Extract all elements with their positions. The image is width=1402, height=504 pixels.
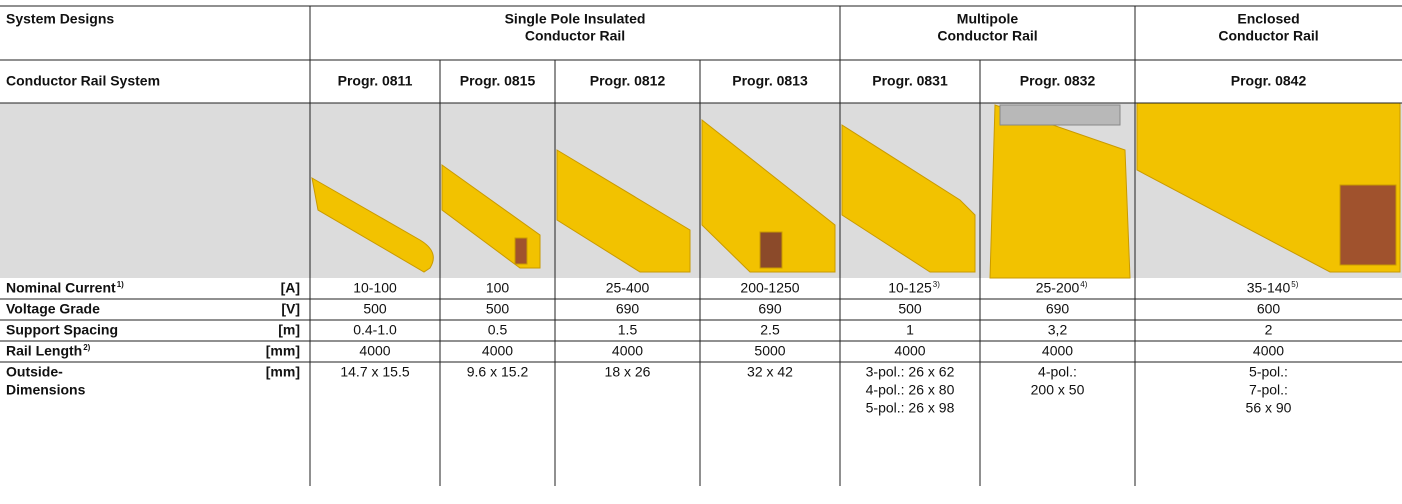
rail-0842-conductors	[1339, 184, 1397, 266]
program: Progr. 0842	[1231, 73, 1307, 89]
program: Progr. 0832	[1020, 73, 1096, 89]
group-title: Conductor Rail	[525, 28, 625, 44]
image-row	[0, 102, 1402, 279]
cell-value: 690	[616, 301, 640, 317]
cell-value: 56 x 90	[1246, 400, 1292, 416]
cell-value: 4000	[482, 343, 513, 359]
cell-value: 2	[1265, 322, 1273, 338]
rail-0813	[701, 118, 836, 273]
unit: [m]	[278, 322, 300, 338]
program: Progr. 0815	[460, 73, 536, 89]
cell-value: 1	[906, 322, 914, 338]
cell-value: 5000	[754, 343, 785, 359]
row-label: Dimensions	[6, 382, 86, 398]
cell-value: 690	[1046, 301, 1070, 317]
cell-value: 4-pol.:	[1038, 364, 1077, 380]
cell-value: 7-pol.:	[1249, 382, 1288, 398]
footnote-mark: 2)	[83, 343, 90, 352]
cell-value: 4-pol.: 26 x 80	[866, 382, 955, 398]
cell-value: 500	[486, 301, 510, 317]
group-title: Enclosed	[1237, 11, 1299, 27]
cell-value: 690	[758, 301, 782, 317]
cell-value: 32 x 42	[747, 364, 793, 380]
cell-value: 100	[486, 280, 510, 296]
header-label: System Designs	[6, 11, 114, 27]
table-text: System Designs Single Pole InsulatedCondu…	[6, 11, 1319, 416]
group-title: Conductor Rail	[937, 28, 1037, 44]
cell-value: 4000	[1253, 343, 1284, 359]
footnote-mark: 4)	[1080, 280, 1087, 289]
cell-value: 4000	[894, 343, 925, 359]
cell-value: 3,2	[1048, 322, 1068, 338]
cell-value: 200 x 50	[1031, 382, 1085, 398]
cell-value: 200-1250	[740, 280, 799, 296]
program: Progr. 0812	[590, 73, 666, 89]
cell-value: 4000	[359, 343, 390, 359]
cell-value: 25-400	[606, 280, 650, 296]
cell-value: 3-pol.: 26 x 62	[866, 364, 955, 380]
rail-0831	[841, 124, 976, 273]
unit: [mm]	[266, 343, 300, 359]
group-title: Conductor Rail	[1218, 28, 1318, 44]
cell-value: 5-pol.: 26 x 98	[866, 400, 955, 416]
program: Progr. 0831	[872, 73, 948, 89]
cell-value: 4000	[1042, 343, 1073, 359]
rail-0813-conductor	[759, 231, 783, 269]
row-label: Voltage Grade	[6, 301, 100, 317]
cell-value: 10-100	[353, 280, 397, 296]
table-lines	[0, 5, 1402, 486]
rail-0832-bracket	[999, 104, 1121, 126]
row-label: Rail Length	[6, 343, 82, 359]
cell-value: 25-200	[1036, 280, 1080, 296]
footnote-mark: 5)	[1291, 280, 1298, 289]
group-title: Multipole	[957, 11, 1019, 27]
cell-value: 10-125	[888, 280, 932, 296]
unit: [V]	[281, 301, 300, 317]
unit: [mm]	[266, 364, 300, 380]
footnote-mark: 1)	[117, 280, 124, 289]
row-label: Nominal Current	[6, 280, 116, 296]
cell-value: 500	[898, 301, 922, 317]
row-label: Conductor Rail System	[6, 73, 160, 89]
program: Progr. 0811	[338, 73, 413, 89]
cell-value: 9.6 x 15.2	[467, 364, 529, 380]
group-title: Single Pole Insulated	[505, 11, 646, 27]
row-label: Support Spacing	[6, 322, 118, 338]
cell-value: 500	[363, 301, 387, 317]
rail-0832	[989, 104, 1131, 279]
cell-value: 18 x 26	[605, 364, 651, 380]
cell-value: 600	[1257, 301, 1281, 317]
cell-value: 5-pol.:	[1249, 364, 1288, 380]
cell-value: 2.5	[760, 322, 780, 338]
cell-value: 1.5	[618, 322, 638, 338]
rail-0811	[311, 177, 434, 273]
cell-value: 14.7 x 15.5	[340, 364, 409, 380]
cell-value: 0.5	[488, 322, 508, 338]
rail-0815-conductor	[514, 237, 528, 265]
row-label: Outside-	[6, 364, 63, 380]
cell-value: 35-140	[1247, 280, 1291, 296]
rail-0812	[556, 149, 691, 273]
unit: [A]	[281, 280, 300, 296]
footnote-mark: 3)	[933, 280, 940, 289]
cell-value: 4000	[612, 343, 643, 359]
program: Progr. 0813	[732, 73, 808, 89]
cell-value: 0.4-1.0	[353, 322, 397, 338]
